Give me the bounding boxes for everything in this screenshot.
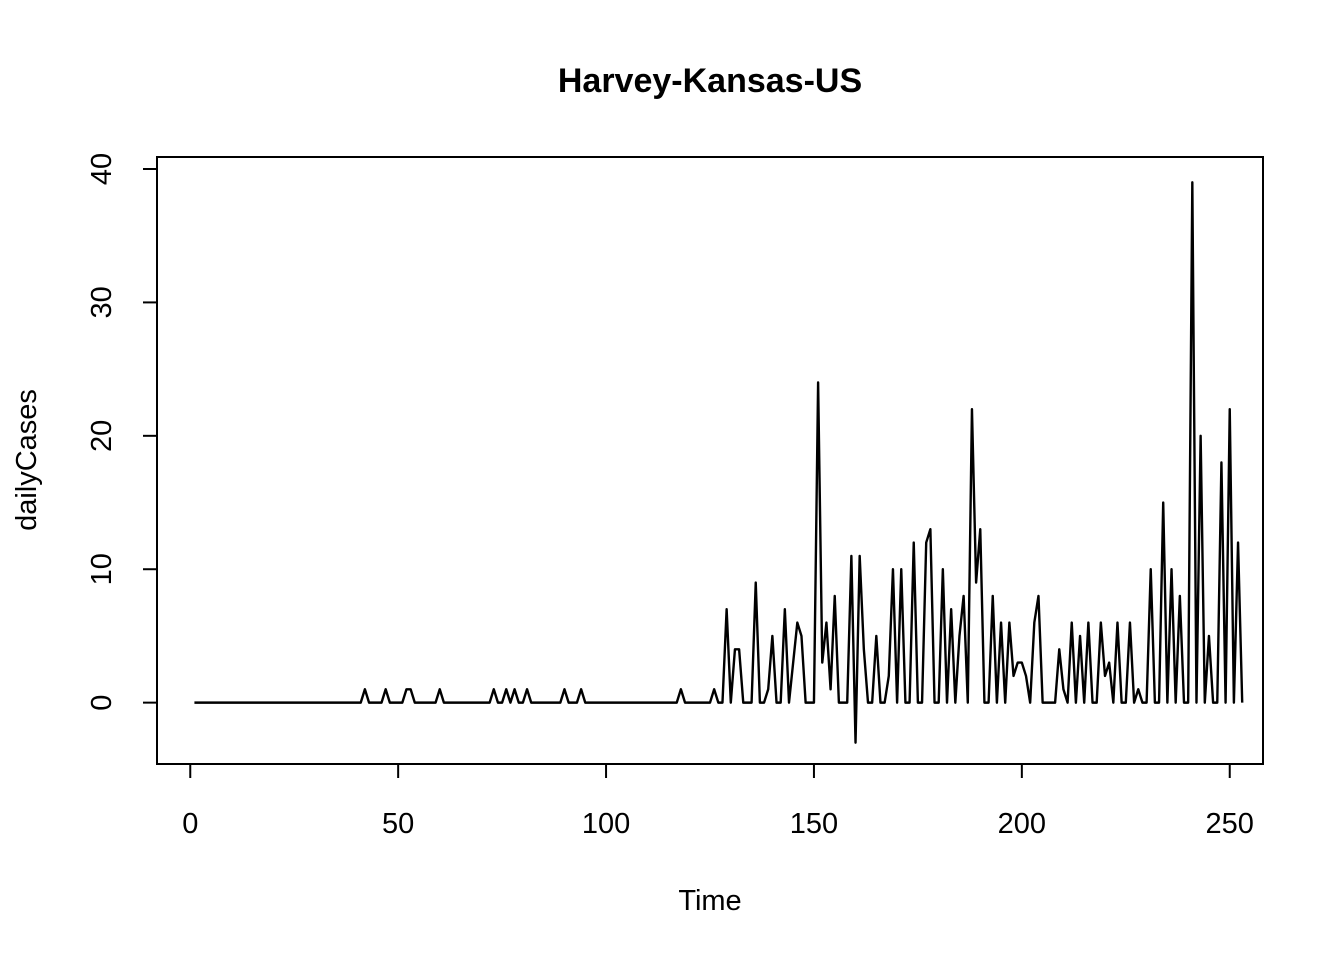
x-axis: 0 50 100 150 200 250 (182, 763, 1254, 840)
y-axis-label: dailyCases (11, 389, 43, 531)
y-tick-label: 20 (86, 420, 118, 452)
x-tick-label: 50 (382, 808, 414, 840)
y-tick-label: 40 (86, 153, 118, 185)
y-axis: 0 10 20 30 40 (86, 153, 158, 711)
x-tick-label: 250 (1206, 808, 1254, 840)
x-tick-label: 0 (182, 808, 198, 840)
y-tick-label: 0 (86, 695, 118, 711)
x-axis-label: Time (678, 885, 741, 917)
y-tick-label: 10 (86, 553, 118, 585)
x-tick-label: 100 (582, 808, 630, 840)
x-tick-label: 200 (998, 808, 1046, 840)
y-tick-label: 30 (86, 286, 118, 318)
x-tick-label: 150 (790, 808, 838, 840)
chart-title: Harvey-Kansas-US (558, 62, 862, 100)
series-line-daily-cases (194, 181, 1244, 744)
